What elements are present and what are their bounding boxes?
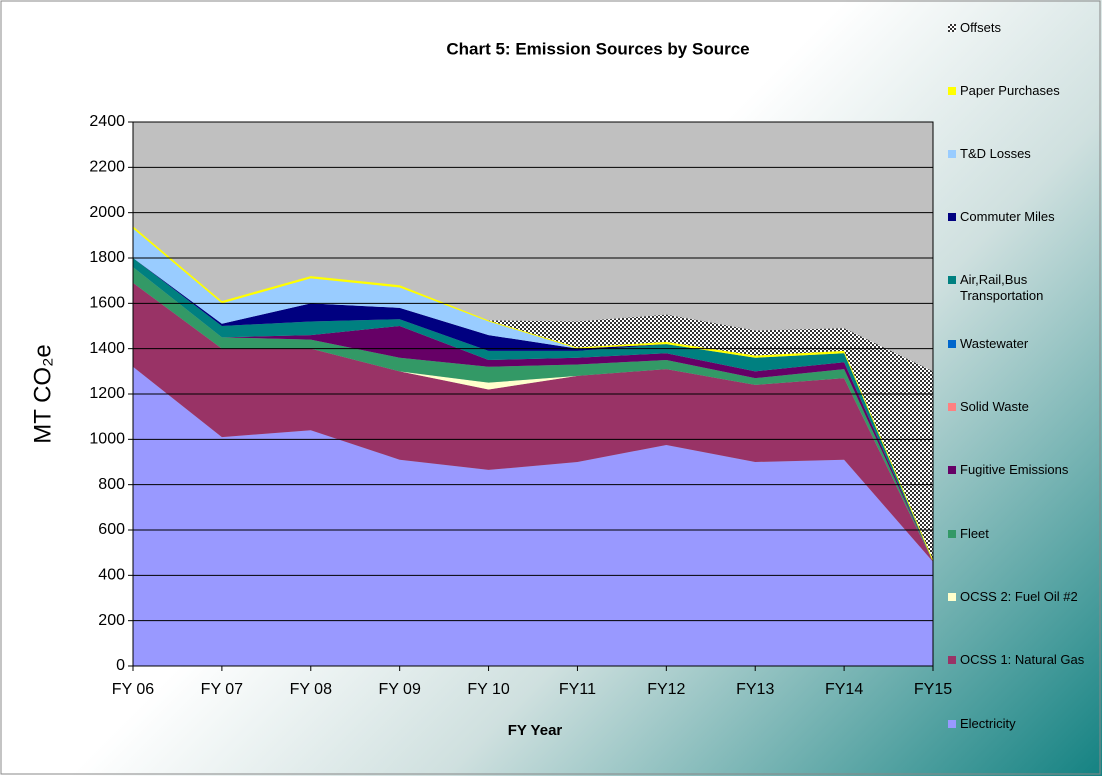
legend-label: Commuter Miles [960, 209, 1055, 224]
legend-swatch [948, 24, 956, 32]
y-tick-label: 800 [98, 476, 125, 493]
legend-swatch [948, 466, 956, 474]
legend-swatch [948, 276, 956, 284]
legend-swatch [948, 87, 956, 95]
y-tick-label: 2000 [89, 204, 125, 221]
area [133, 282, 933, 562]
x-tick-label: FY 06 [112, 681, 155, 698]
x-axis-label: FY Year [508, 722, 563, 739]
areas [133, 226, 933, 666]
plot-border [132, 121, 934, 667]
legend-label: Fleet [960, 526, 989, 541]
legend-label: OCSS 1: Natural Gas [960, 652, 1085, 667]
x-tick-label: FY 08 [290, 681, 333, 698]
y-axis-label: MT CO₂e [29, 344, 56, 444]
legend-swatch [948, 656, 956, 664]
x-tick-label: FY 09 [378, 681, 421, 698]
legend-label: Paper Purchases [960, 83, 1060, 98]
legend-item: T&D Losses [948, 146, 1096, 162]
area [133, 267, 933, 562]
y-tick-label: 2400 [89, 113, 125, 130]
legend-swatch [948, 213, 956, 221]
legend-label: Offsets [960, 20, 1001, 35]
y-tick-label: 2200 [89, 159, 125, 176]
legend-label: Fugitive Emissions [960, 462, 1069, 477]
legend-label: OCSS 2: Fuel Oil #2 [960, 589, 1078, 604]
chart-title: Chart 5: Emission Sources by Source [446, 39, 749, 58]
legend-item: Paper Purchases [948, 83, 1096, 99]
legend-label: Electricity [960, 716, 1016, 731]
x-tick-label: FY14 [825, 681, 863, 698]
legend-item: Offsets [948, 20, 1096, 36]
legend-item: Fleet [948, 526, 1096, 542]
y-tick-label: 400 [98, 567, 125, 584]
y-tick-label: 1800 [89, 249, 125, 266]
legend-item: Fugitive Emissions [948, 462, 1096, 478]
legend-label: Wastewater [960, 336, 1029, 351]
x-tick-label: FY12 [647, 681, 685, 698]
legend-swatch [948, 340, 956, 348]
y-tick-label: 0 [116, 657, 125, 674]
legend-label: Solid Waste [960, 399, 1029, 414]
legend-label: T&D Losses [960, 146, 1031, 161]
y-tick-label: 1600 [89, 295, 125, 312]
x-tick-label: FY 10 [467, 681, 510, 698]
y-tick-label: 600 [98, 521, 125, 538]
legend-label: Air,Rail,Bus Transportation [960, 272, 1044, 303]
x-tick-label: FY 07 [201, 681, 244, 698]
legend-item: Air,Rail,Bus Transportation [948, 272, 1096, 304]
legend-item: Solid Waste [948, 399, 1096, 415]
y-tick-label: 200 [98, 612, 125, 629]
legend-item: Commuter Miles [948, 209, 1096, 225]
legend-swatch [948, 720, 956, 728]
x-tick-label: FY11 [559, 681, 596, 698]
x-tick-label: FY13 [736, 681, 774, 698]
legend-item: Wastewater [948, 336, 1096, 352]
y-tick-label: 1400 [89, 340, 125, 357]
y-tick-label: 1000 [89, 431, 125, 448]
legend-item: Electricity [948, 716, 1096, 732]
grid [133, 121, 933, 667]
x-tick-label: FY15 [914, 681, 952, 698]
legend-item: OCSS 1: Natural Gas [948, 652, 1096, 668]
legend-swatch [948, 530, 956, 538]
area [133, 366, 933, 666]
legend-swatch [948, 150, 956, 158]
legend-swatch [948, 403, 956, 411]
y-tick-label: 1200 [89, 385, 125, 402]
legend-swatch [948, 593, 956, 601]
legend-item: OCSS 2: Fuel Oil #2 [948, 589, 1096, 605]
